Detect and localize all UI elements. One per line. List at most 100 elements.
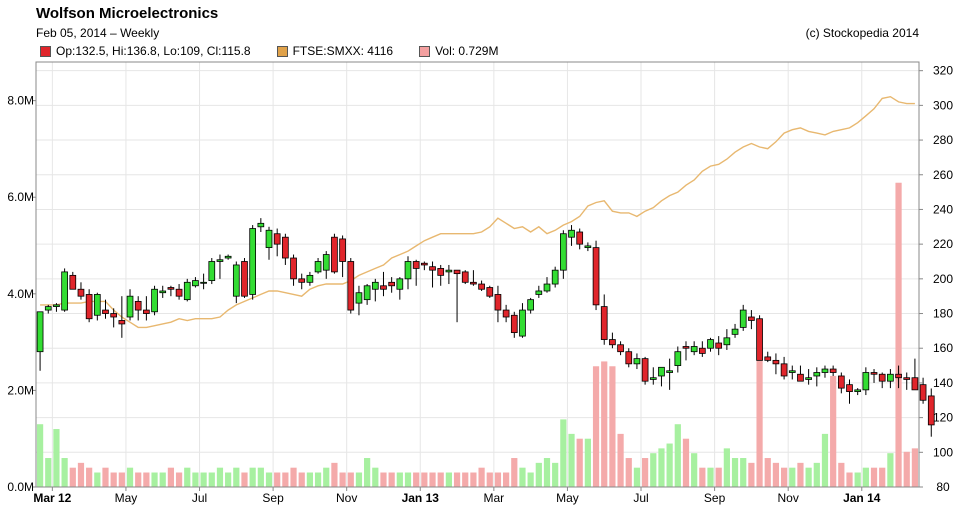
candle-body-up [44,306,52,311]
volume-bar [445,472,452,487]
volume-bar [813,462,820,487]
candle-body-up [568,229,575,238]
time-tick-label: Jan 14 [843,491,881,505]
candle-body-up [126,295,134,318]
candle-body-down [102,309,109,314]
grid-lines [36,62,919,487]
volume-bar [780,467,788,487]
candle-body-down [748,316,755,321]
plot-border [35,61,920,488]
volume-bar [167,467,175,487]
volume-bar [306,472,314,487]
candle-body-up [265,229,273,249]
candle-body-down [339,238,346,262]
volume-bar [584,438,591,487]
volume-bar [903,451,910,487]
candle-body-up [257,222,265,228]
volume-bar [715,467,722,487]
volume-bar [879,467,886,487]
volume-bar [453,472,461,487]
time-tick-label: Mar [484,491,505,505]
volume-bar [347,472,354,487]
volume-bar [560,419,567,487]
legend-label-index: FTSE:SMXX: 4116 [292,44,394,58]
candle-body-up [249,228,257,295]
price-tick-label: 240 [933,202,953,216]
volume-bar [290,467,297,487]
legend-swatch-ohlc [40,45,51,57]
candle-body-down [241,261,248,297]
volume-bar [470,472,477,487]
candle-body-up [93,294,101,316]
candle-body-up [404,261,412,280]
volume-bar [838,462,845,487]
candle-body-up [314,261,322,273]
volume-bar [674,424,681,487]
volume-bar [225,472,232,487]
volume-bar [740,458,747,487]
candle-body-up [232,264,240,297]
volume-bar [208,472,215,487]
volume-bar [61,458,68,487]
candle-body-up [821,368,829,373]
volume-bar [723,448,730,487]
candle-body-up [674,351,682,366]
candle-body-up [560,233,567,271]
candle-body-up [53,304,60,307]
volume-bar [576,438,583,487]
time-tick-label: Jul [633,491,648,505]
candle-body-up [527,299,534,311]
candle-body-down [829,368,837,373]
candle-body-up [322,254,330,271]
candle-body-down [502,309,510,318]
candle-body-up [739,309,747,328]
volume-bar [45,458,52,487]
candle-body-down [388,281,395,287]
candle-body-down [911,377,919,391]
time-tick-label: May [556,491,579,505]
candle-body-down [837,375,845,389]
volume-bar [641,458,649,487]
volume-tick-label: 2.0M [7,383,34,397]
time-tick-label: May [115,491,138,505]
volume-bar [36,424,44,487]
candle-body-down [77,288,85,297]
volume-bar [633,467,641,487]
volume-bar [846,472,853,487]
candle-body-down [780,363,788,377]
volume-bar [94,472,101,487]
candle-body-up [200,281,207,284]
volume-bar [282,472,289,487]
volume-bar [159,472,166,487]
volume-bar [388,472,395,487]
volume-bar [184,467,191,487]
volume-bar [731,458,739,487]
volume-bar [666,443,673,487]
candle-body-down [772,359,780,365]
volume-bar [601,361,608,487]
volume-bar [543,458,551,487]
candle-body-down [282,236,289,259]
candle-body-up [159,290,167,294]
legend-item-ohlc: Op:132.5, Hi:136.8, Lo:109, Cl:115.8 [40,44,251,58]
volume-bar [314,472,322,487]
volume-bar [257,467,264,487]
volume-bar [870,467,878,487]
legend-item-index: FTSE:SMXX: 4116 [276,44,394,58]
price-tick-label: 120 [933,411,953,425]
volume-bar [895,182,902,487]
candle-body-up [805,377,812,380]
volume-bar [355,472,363,487]
time-tick-label: Sep [704,491,726,505]
candle-body-down [600,306,608,340]
candle-body-up [731,328,739,335]
candle-body-up [543,283,551,292]
volume-bar [265,472,273,487]
volume-bar [143,472,150,487]
price-tick-label: 180 [933,307,953,321]
price-tick-label: 300 [933,98,953,112]
volume-bar [241,472,248,487]
candle-body-down [437,268,445,276]
candle-body-up [445,269,453,273]
